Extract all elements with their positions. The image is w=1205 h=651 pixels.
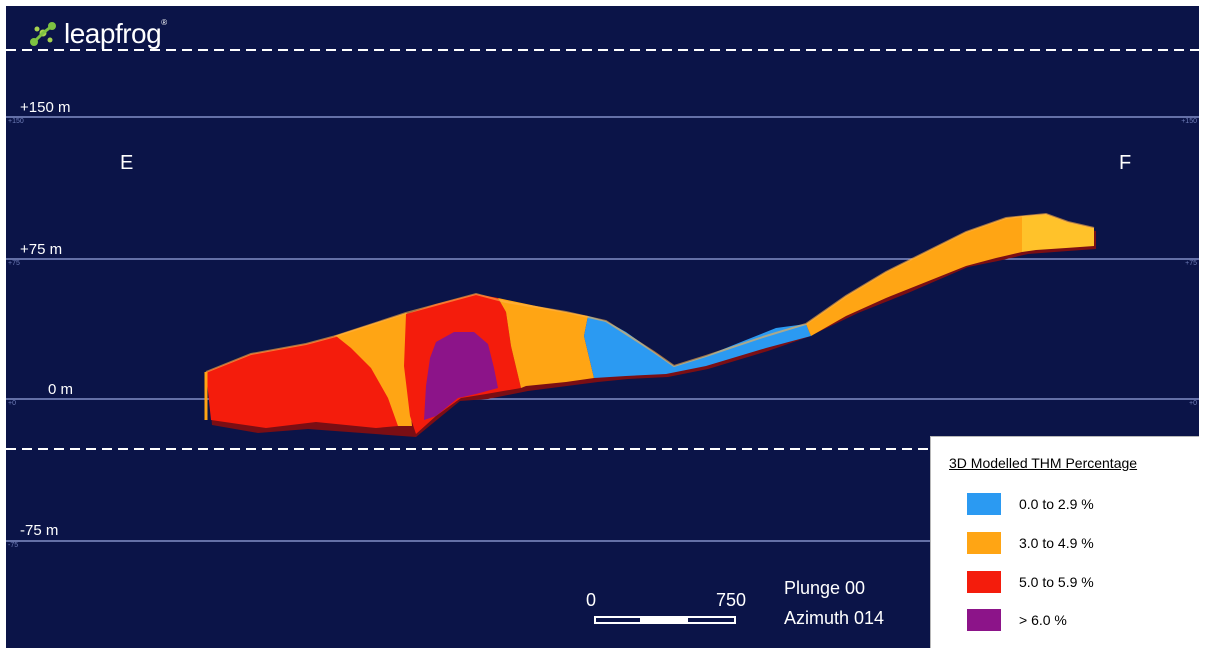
legend-swatch-orange [967, 532, 1001, 554]
legend-item-low: 0.0 to 2.9 % [967, 493, 1094, 515]
legend-title: 3D Modelled THM Percentage [949, 455, 1138, 471]
azimuth-label: Azimuth 014 [784, 608, 885, 628]
zone-red-east [206, 336, 398, 428]
tick-label-150-left: +150 [8, 118, 24, 125]
scale-bar-start-label: 0 [586, 590, 597, 610]
scale-bar-frame [594, 616, 736, 624]
scale-bar-segment-1 [596, 618, 640, 622]
ore-body-top-edge [205, 212, 1095, 373]
elevation-label-minus-75: -75 m [20, 522, 59, 539]
scale-bar-segment-3 [688, 618, 734, 622]
legend-swatch-blue [967, 493, 1001, 515]
frog-logo-icon [30, 22, 56, 46]
cross-section-view: leapfrog® +150 m [6, 6, 1199, 648]
legend-swatch-purple [967, 609, 1001, 631]
tick-label-75-right: +75 [1185, 260, 1197, 267]
logo-wordmark: leapfrog® [64, 18, 167, 49]
legend-label: 3.0 to 4.9 % [1019, 535, 1094, 551]
zone-orange-west [806, 216, 1022, 336]
legend: 3D Modelled THM Percentage 0.0 to 2.9 % … [930, 436, 1199, 648]
section-drawing [6, 49, 1199, 624]
scale-bar-end-label: 750 [716, 590, 747, 610]
zone-blue-low [584, 316, 811, 378]
section-end-label-right: F [1119, 152, 1132, 174]
tick-label-0-right: +0 [1189, 400, 1197, 407]
zone-purple-core [424, 332, 498, 420]
elevation-label-0: 0 m [48, 381, 74, 398]
leapfrog-logo: leapfrog® [28, 18, 167, 50]
plunge-label: Plunge 00 [784, 578, 866, 598]
tick-label-150-right: +150 [1181, 118, 1197, 125]
legend-item-medium: 3.0 to 4.9 % [967, 532, 1094, 554]
zone-orange-east [334, 313, 418, 426]
elevation-label-150: +150 m [20, 99, 71, 116]
tick-label-75-left: +75 [8, 260, 20, 267]
legend-label: > 6.0 % [1019, 612, 1067, 628]
zone-orange-tip [1022, 214, 1094, 252]
elevation-label-75: +75 m [20, 241, 63, 258]
tick-label-minus-75-left: -75 [8, 542, 19, 549]
zone-orange-central [498, 298, 594, 388]
section-end-label-left: E [120, 152, 134, 174]
legend-swatch-red [967, 571, 1001, 593]
legend-label: 0.0 to 2.9 % [1019, 496, 1094, 512]
legend-label: 5.0 to 5.9 % [1019, 574, 1094, 590]
legend-item-high: 5.0 to 5.9 % [967, 571, 1094, 593]
legend-item-very-high: > 6.0 % [967, 609, 1067, 631]
tick-label-0-left: +0 [8, 400, 16, 407]
